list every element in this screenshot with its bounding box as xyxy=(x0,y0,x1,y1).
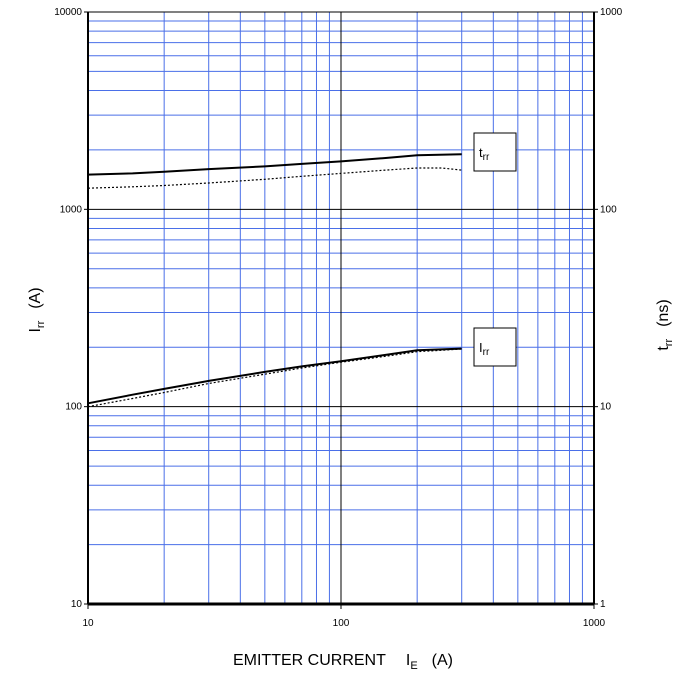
x-axis-label: EMITTER CURRENT IE (A) xyxy=(233,652,453,672)
y-axis-label-unit: (A) xyxy=(27,287,44,308)
series-line-irr-dotted xyxy=(87,348,462,408)
y2-tick-label: 1000 xyxy=(600,7,623,18)
x-tick-label: 10 xyxy=(82,618,94,629)
y2-tick-label: 100 xyxy=(600,204,617,215)
series-line-trr-solid xyxy=(87,153,462,176)
legend-trr-symbol: t xyxy=(479,145,483,160)
y2-axis-label-unit: (ns) xyxy=(655,299,672,327)
y-axis-label-symbol: I xyxy=(27,328,44,332)
x-axis-label-subscript: E xyxy=(410,660,417,672)
y2-axis-label: trr (ns) xyxy=(655,299,675,350)
y2-axis-label-subscript: rr xyxy=(663,339,675,347)
y-axis-label: Irr (A) xyxy=(27,287,47,332)
legend-trr: trr xyxy=(473,132,517,172)
y-tick-label: 1000 xyxy=(60,204,83,215)
series-line-irr-solid xyxy=(87,347,462,405)
legend-trr-subscript: rr xyxy=(483,152,490,163)
y-tick-label: 10 xyxy=(71,599,83,610)
series-line-trr-dotted xyxy=(87,167,462,189)
x-tick-label: 1000 xyxy=(583,618,606,629)
x-axis-label-unit: (A) xyxy=(432,652,453,669)
series-layer xyxy=(87,153,462,408)
x-tick-label: 100 xyxy=(333,618,350,629)
ticks: 10 100 1000 10 100 1000 10000 1 10 100 1000 xyxy=(54,7,622,629)
legend-irr-subscript: rr xyxy=(483,347,490,358)
svg-text:trr: trr xyxy=(479,145,490,163)
legend-irr-box xyxy=(473,327,517,367)
legend-trr-box xyxy=(473,132,517,172)
legend-irr: Irr xyxy=(473,327,517,367)
legend-irr-symbol: I xyxy=(479,340,483,355)
y2-axis-label-symbol: t xyxy=(655,346,672,351)
y2-tick-label: 1 xyxy=(600,599,606,610)
grid xyxy=(88,12,594,604)
y-tick-label: 10000 xyxy=(54,7,82,18)
x-axis-label-main: EMITTER CURRENT xyxy=(233,652,386,669)
y-axis-label-subscript: rr xyxy=(35,320,47,328)
y2-tick-label: 10 xyxy=(600,402,612,413)
svg-text:Irr: Irr xyxy=(479,340,490,358)
x-axis-label-symbol: I xyxy=(406,652,410,669)
y-tick-label: 100 xyxy=(65,402,82,413)
